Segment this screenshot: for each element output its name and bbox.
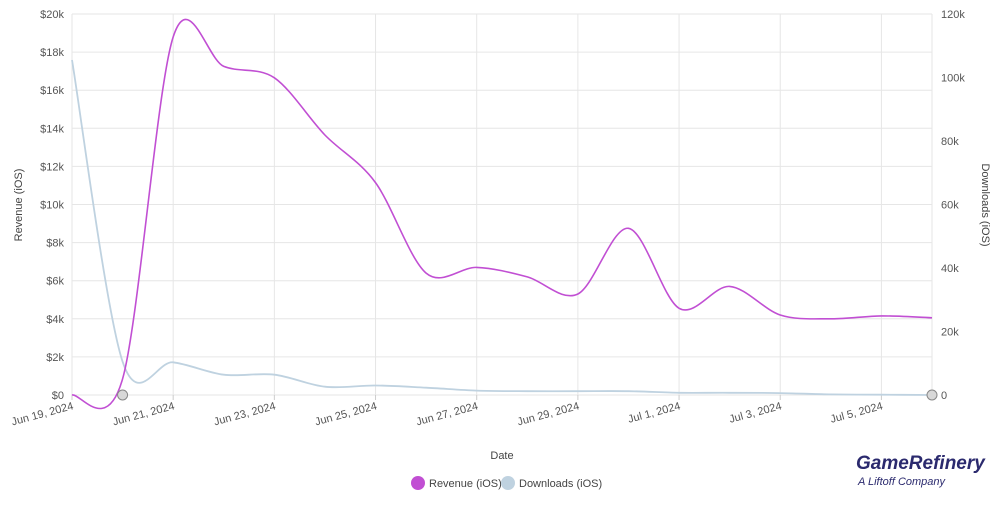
y-left-tick-label: $20k (40, 9, 64, 21)
brand-tagline: A Liftoff Company (857, 476, 947, 488)
y-left-tick-label: $4k (46, 314, 64, 326)
series-line-downloads[interactable] (71, 59, 933, 396)
y-left-tick-label: $10k (40, 200, 64, 212)
x-tick-label: Jun 25, 2024 (314, 400, 379, 428)
brand-name: GameRefinery (856, 453, 986, 474)
y-right-tick-label: 80k (941, 136, 959, 148)
x-axis-title: Date (490, 450, 513, 462)
grid (71, 13, 933, 396)
y-left-tick-label: $18k (40, 47, 64, 59)
series-layer (71, 18, 938, 410)
y-right-tick-label: 0 (941, 390, 947, 402)
y-left-tick-label: $0 (52, 390, 64, 402)
legend-label-downloads: Downloads (iOS) (519, 478, 602, 490)
range-handle-start[interactable] (117, 389, 129, 401)
left-axis-ticks: $0 $2k $4k $6k $8k $10k $12k $14k $16k $18k $20k (40, 9, 64, 402)
y-left-tick-label: $14k (40, 123, 64, 135)
legend-marker-revenue (411, 476, 425, 490)
y-right-tick-label: 60k (941, 200, 959, 212)
y-right-tick-label: 120k (941, 9, 965, 21)
y-left-tick-label: $8k (46, 238, 64, 250)
x-tick-label: Jul 5, 2024 (829, 400, 884, 426)
legend-label-revenue: Revenue (iOS) (429, 478, 502, 490)
x-tick-label: Jun 23, 2024 (213, 400, 278, 428)
range-handle-end[interactable] (926, 389, 938, 401)
y-left-tick-label: $2k (46, 352, 64, 364)
y-left-tick-label: $6k (46, 276, 64, 288)
right-axis-ticks: 0 20k 40k 60k 80k 100k 120k (941, 9, 965, 402)
x-tick-label: Jun 21, 2024 (111, 400, 176, 428)
brand-logo: GameRefinery A Liftoff Company (856, 453, 986, 488)
x-tick-label: Jun 29, 2024 (516, 400, 581, 428)
legend-marker-downloads (501, 476, 515, 490)
legend-item-downloads[interactable]: Downloads (iOS) (501, 476, 602, 490)
x-tick-label: Jun 27, 2024 (415, 400, 480, 428)
y-right-tick-label: 20k (941, 327, 959, 339)
legend-item-revenue[interactable]: Revenue (iOS) (411, 476, 502, 490)
series-line-revenue[interactable] (71, 18, 933, 410)
x-axis-ticks: Jun 19, 2024 Jun 21, 2024 Jun 23, 2024 Jun … (10, 395, 884, 428)
y-axis-left-title: Revenue (iOS) (13, 169, 25, 242)
y-left-tick-label: $16k (40, 85, 64, 97)
x-tick-label: Jul 1, 2024 (627, 400, 682, 426)
legend: Revenue (iOS) Downloads (iOS) (411, 476, 602, 490)
y-right-tick-label: 100k (941, 73, 965, 85)
y-right-tick-label: 40k (941, 263, 959, 275)
x-tick-label: Jul 3, 2024 (728, 400, 783, 426)
y-axis-right-title: Downloads (iOS) (979, 163, 991, 246)
x-tick-label: Jun 19, 2024 (10, 400, 75, 428)
y-left-tick-label: $12k (40, 161, 64, 173)
